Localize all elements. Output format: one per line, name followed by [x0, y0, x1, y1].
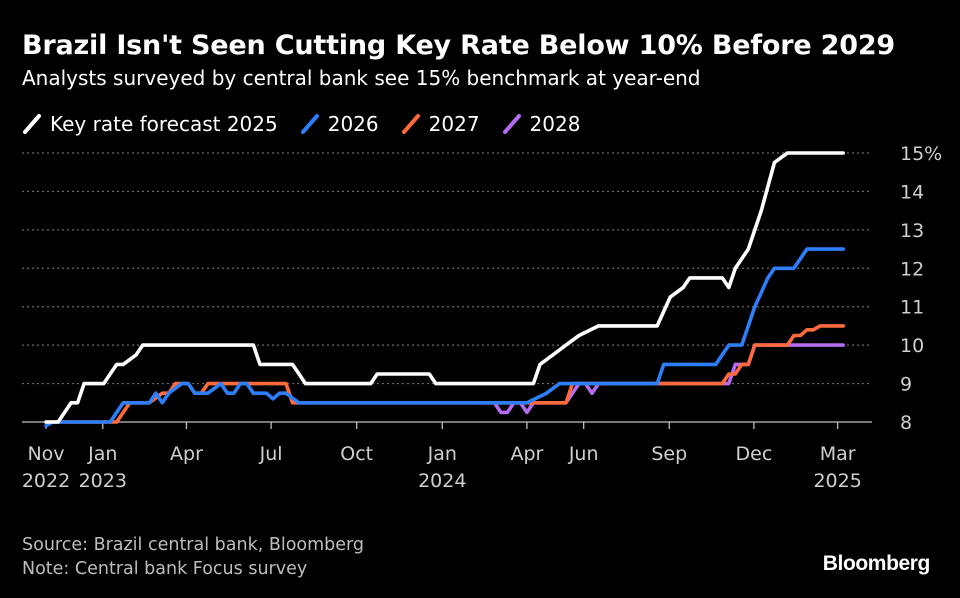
y-tick-label-13: 13 [900, 220, 924, 242]
y-tick-label-11: 11 [900, 297, 924, 319]
series-line-2026 [44, 247, 845, 428]
x-tick-label-9: Dec [736, 443, 773, 465]
chart-subtitle: Analysts surveyed by central bank see 15… [22, 66, 701, 90]
x-tick-label-0: Nov [27, 443, 64, 465]
source-notes: Source: Brazil central bank, Bloomberg N… [22, 533, 364, 581]
legend: Key rate forecast 2025 2026 2027 2028 [22, 111, 602, 137]
legend-swatch-icon [401, 111, 421, 137]
source-text: Source: Brazil central bank, Bloomberg [22, 535, 365, 555]
x-tick-label-5: Jan [427, 443, 457, 465]
legend-label: 2027 [428, 112, 480, 136]
series-line-2027 [44, 324, 845, 424]
legend-item-2028: 2028 [502, 111, 581, 137]
bloomberg-logo: Bloomberg [822, 552, 931, 575]
note-text: Note: Central bank Focus survey [22, 559, 308, 579]
x-tick-label-8: Sep [651, 443, 687, 465]
legend-item-2026: 2026 [300, 111, 379, 137]
x-tick-year-1: 2023 [79, 470, 127, 492]
x-tick-year-10: 2025 [813, 470, 861, 492]
y-tick-label-9: 9 [900, 374, 912, 396]
y-tick-label-14: 14 [900, 181, 924, 203]
y-tick-label-10: 10 [900, 335, 924, 357]
chart-title: Brazil Isn't Seen Cutting Key Rate Below… [22, 30, 896, 61]
legend-swatch-icon [22, 111, 42, 137]
x-tick-label-7: Jun [568, 443, 599, 465]
x-tick-year-0: 2022 [22, 470, 70, 492]
x-tick-label-6: Apr [510, 443, 543, 465]
legend-label: Key rate forecast 2025 [50, 112, 278, 136]
x-tick-year-5: 2024 [418, 470, 466, 492]
legend-swatch-icon [502, 111, 522, 137]
x-tick-label-3: Jul [259, 443, 283, 465]
legend-item-key-rate-forecast-2025: Key rate forecast 2025 [22, 111, 278, 137]
x-tick-label-10: Mar [820, 443, 856, 465]
legend-item-2027: 2027 [401, 111, 480, 137]
y-tick-label-8: 8 [900, 412, 912, 434]
y-tick-label-15: 15% [900, 143, 942, 165]
legend-label: 2026 [327, 112, 379, 136]
y-tick-label-12: 12 [900, 258, 924, 280]
x-tick-label-4: Oct [340, 443, 373, 465]
legend-label: 2028 [529, 112, 581, 136]
x-tick-label-1: Jan [87, 443, 117, 465]
legend-swatch-icon [300, 111, 320, 137]
x-tick-label-2: Apr [170, 443, 203, 465]
series-line-key-rate-forecast-2025 [44, 151, 845, 424]
